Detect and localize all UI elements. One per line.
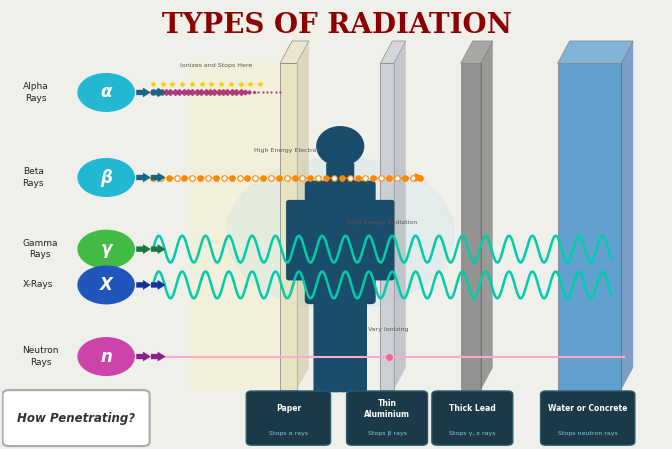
FancyArrow shape [151,88,166,97]
FancyBboxPatch shape [3,390,150,446]
Text: High Energy Radiation: High Energy Radiation [347,220,417,224]
Circle shape [78,74,134,111]
FancyArrow shape [136,244,151,254]
Circle shape [78,230,134,268]
Polygon shape [460,41,493,63]
FancyArrow shape [151,244,166,254]
Text: Gamma
Rays: Gamma Rays [23,239,58,259]
Circle shape [226,157,454,309]
Text: β: β [100,168,112,186]
Text: X-Rays: X-Rays [23,281,53,290]
FancyArrow shape [151,280,166,290]
FancyArrow shape [136,352,151,361]
Text: Thick Lead: Thick Lead [449,405,496,414]
FancyBboxPatch shape [190,63,294,390]
FancyArrow shape [136,280,151,290]
Bar [380,63,394,390]
Bar [558,63,621,390]
FancyArrow shape [151,352,166,361]
Polygon shape [558,41,633,63]
Text: How Penetrating?: How Penetrating? [17,412,135,425]
Text: Water or Concrete: Water or Concrete [548,405,628,414]
FancyBboxPatch shape [313,290,341,392]
Polygon shape [297,41,309,390]
Text: Paper: Paper [276,405,301,414]
FancyBboxPatch shape [339,290,367,392]
Ellipse shape [316,126,364,166]
FancyBboxPatch shape [246,391,331,445]
Bar [460,63,480,390]
Bar [280,63,297,390]
Text: Stops neutron rays: Stops neutron rays [558,431,618,436]
FancyArrow shape [136,172,151,182]
Polygon shape [394,41,406,390]
FancyBboxPatch shape [286,200,314,281]
Text: Ionizes and Stops Here: Ionizes and Stops Here [180,63,253,68]
Text: Thin
Aluminium: Thin Aluminium [364,399,410,418]
Text: γ: γ [100,240,112,258]
Text: Stops γ, x rays: Stops γ, x rays [449,431,495,436]
FancyArrow shape [136,88,151,97]
Circle shape [78,338,134,375]
Text: α: α [100,84,112,101]
Polygon shape [380,41,406,63]
Text: Stops β rays: Stops β rays [368,431,407,436]
FancyBboxPatch shape [305,180,376,304]
Text: Neutron
Rays: Neutron Rays [23,347,59,366]
Polygon shape [480,41,493,390]
FancyBboxPatch shape [432,391,513,445]
Text: Stops α rays: Stops α rays [269,431,308,436]
Text: High Energy Electron: High Energy Electron [253,148,320,153]
Text: n: n [100,348,112,365]
FancyBboxPatch shape [326,163,354,188]
FancyArrow shape [151,172,166,182]
Circle shape [78,266,134,304]
Text: TYPES OF RADIATION: TYPES OF RADIATION [162,12,512,39]
Circle shape [78,158,134,196]
Text: X: X [99,276,113,294]
Text: Alpha
Rays: Alpha Rays [23,83,48,102]
FancyBboxPatch shape [540,391,635,445]
Polygon shape [621,41,633,390]
Polygon shape [280,41,309,63]
FancyBboxPatch shape [347,391,427,445]
FancyBboxPatch shape [366,200,394,281]
Text: Very Ionizing: Very Ionizing [368,327,409,332]
Text: Beta
Rays: Beta Rays [23,167,44,188]
